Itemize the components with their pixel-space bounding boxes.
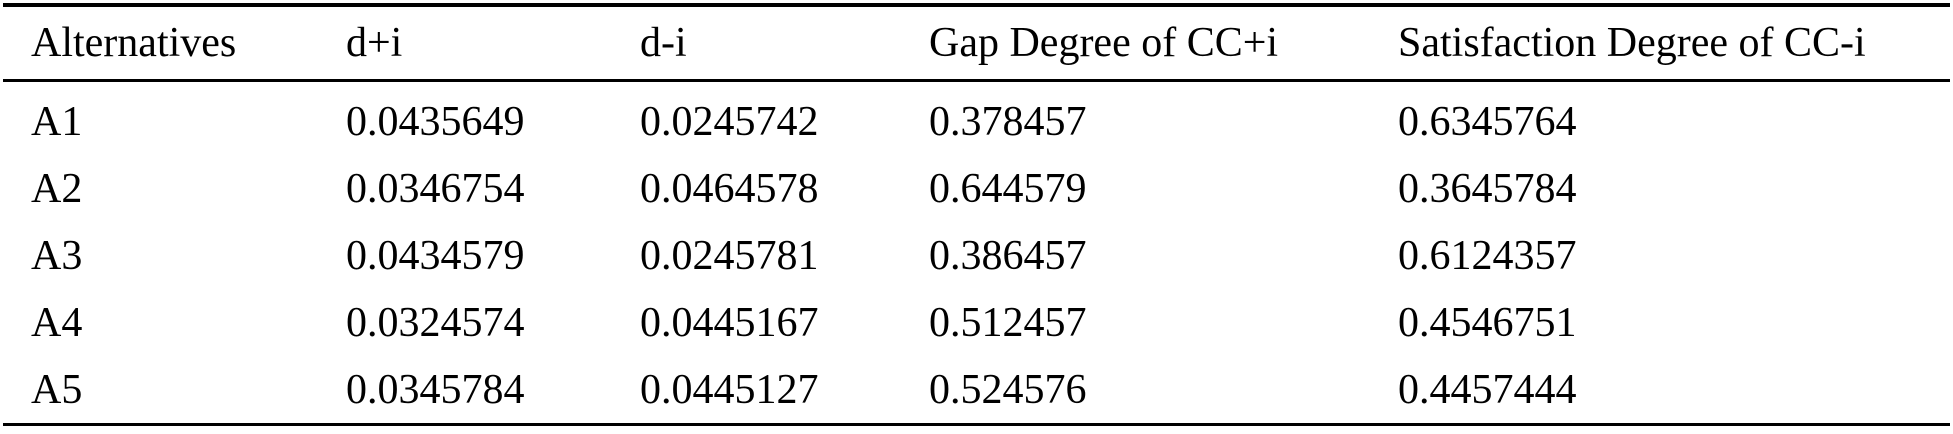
table-cell: 0.3645784 bbox=[1398, 165, 1577, 212]
table-cell: 0.0445167 bbox=[640, 299, 819, 346]
row-label: A2 bbox=[31, 165, 83, 212]
table-cell: 0.0345784 bbox=[346, 366, 525, 413]
table-cell: 0.512457 bbox=[929, 299, 1087, 346]
table-cell: 0.0324574 bbox=[346, 299, 525, 346]
row-label: A3 bbox=[31, 232, 83, 279]
table-cell: 0.524576 bbox=[929, 366, 1087, 413]
table-cell: 0.4546751 bbox=[1398, 299, 1577, 346]
table-cell: 0.0346754 bbox=[346, 165, 525, 212]
table-cell: 0.0464578 bbox=[640, 165, 819, 212]
table-cell: 0.644579 bbox=[929, 165, 1087, 212]
table-cell: 0.6345764 bbox=[1398, 98, 1577, 145]
table-row: A2 0.0346754 0.0464578 0.644579 0.364578… bbox=[3, 155, 1950, 222]
results-table: Alternatives d+i d-i Gap Degree of CC+i … bbox=[3, 3, 1950, 426]
table-row: A5 0.0345784 0.0445127 0.524576 0.445744… bbox=[3, 356, 1950, 425]
table-row: A1 0.0435649 0.0245742 0.378457 0.634576… bbox=[3, 81, 1950, 156]
table-cell: 0.4457444 bbox=[1398, 366, 1577, 413]
table-cell: 0.0435649 bbox=[346, 98, 525, 145]
row-label: A1 bbox=[31, 98, 83, 145]
table-cell: 0.6124357 bbox=[1398, 232, 1577, 279]
row-label: A4 bbox=[31, 299, 83, 346]
table-cell: 0.386457 bbox=[929, 232, 1087, 279]
table-cell: 0.378457 bbox=[929, 98, 1087, 145]
header-cell-alternatives: Alternatives bbox=[31, 20, 237, 66]
header-cell-d-minus-i: d-i bbox=[640, 20, 687, 66]
row-label: A5 bbox=[31, 366, 83, 413]
header-row: Alternatives d+i d-i Gap Degree of CC+i … bbox=[3, 5, 1950, 81]
header-cell-d-plus-i: d+i bbox=[346, 20, 403, 66]
table-row: A4 0.0324574 0.0445167 0.512457 0.454675… bbox=[3, 289, 1950, 356]
table-cell: 0.0445127 bbox=[640, 366, 819, 413]
table-cell: 0.0245742 bbox=[640, 98, 819, 145]
table-row: A3 0.0434579 0.0245781 0.386457 0.612435… bbox=[3, 222, 1950, 289]
table-cell: 0.0434579 bbox=[346, 232, 525, 279]
table-cell: 0.0245781 bbox=[640, 232, 819, 279]
header-cell-gap-degree: Gap Degree of CC+i bbox=[929, 20, 1279, 66]
header-cell-satisfaction-degree: Satisfaction Degree of CC-i bbox=[1398, 20, 1866, 66]
